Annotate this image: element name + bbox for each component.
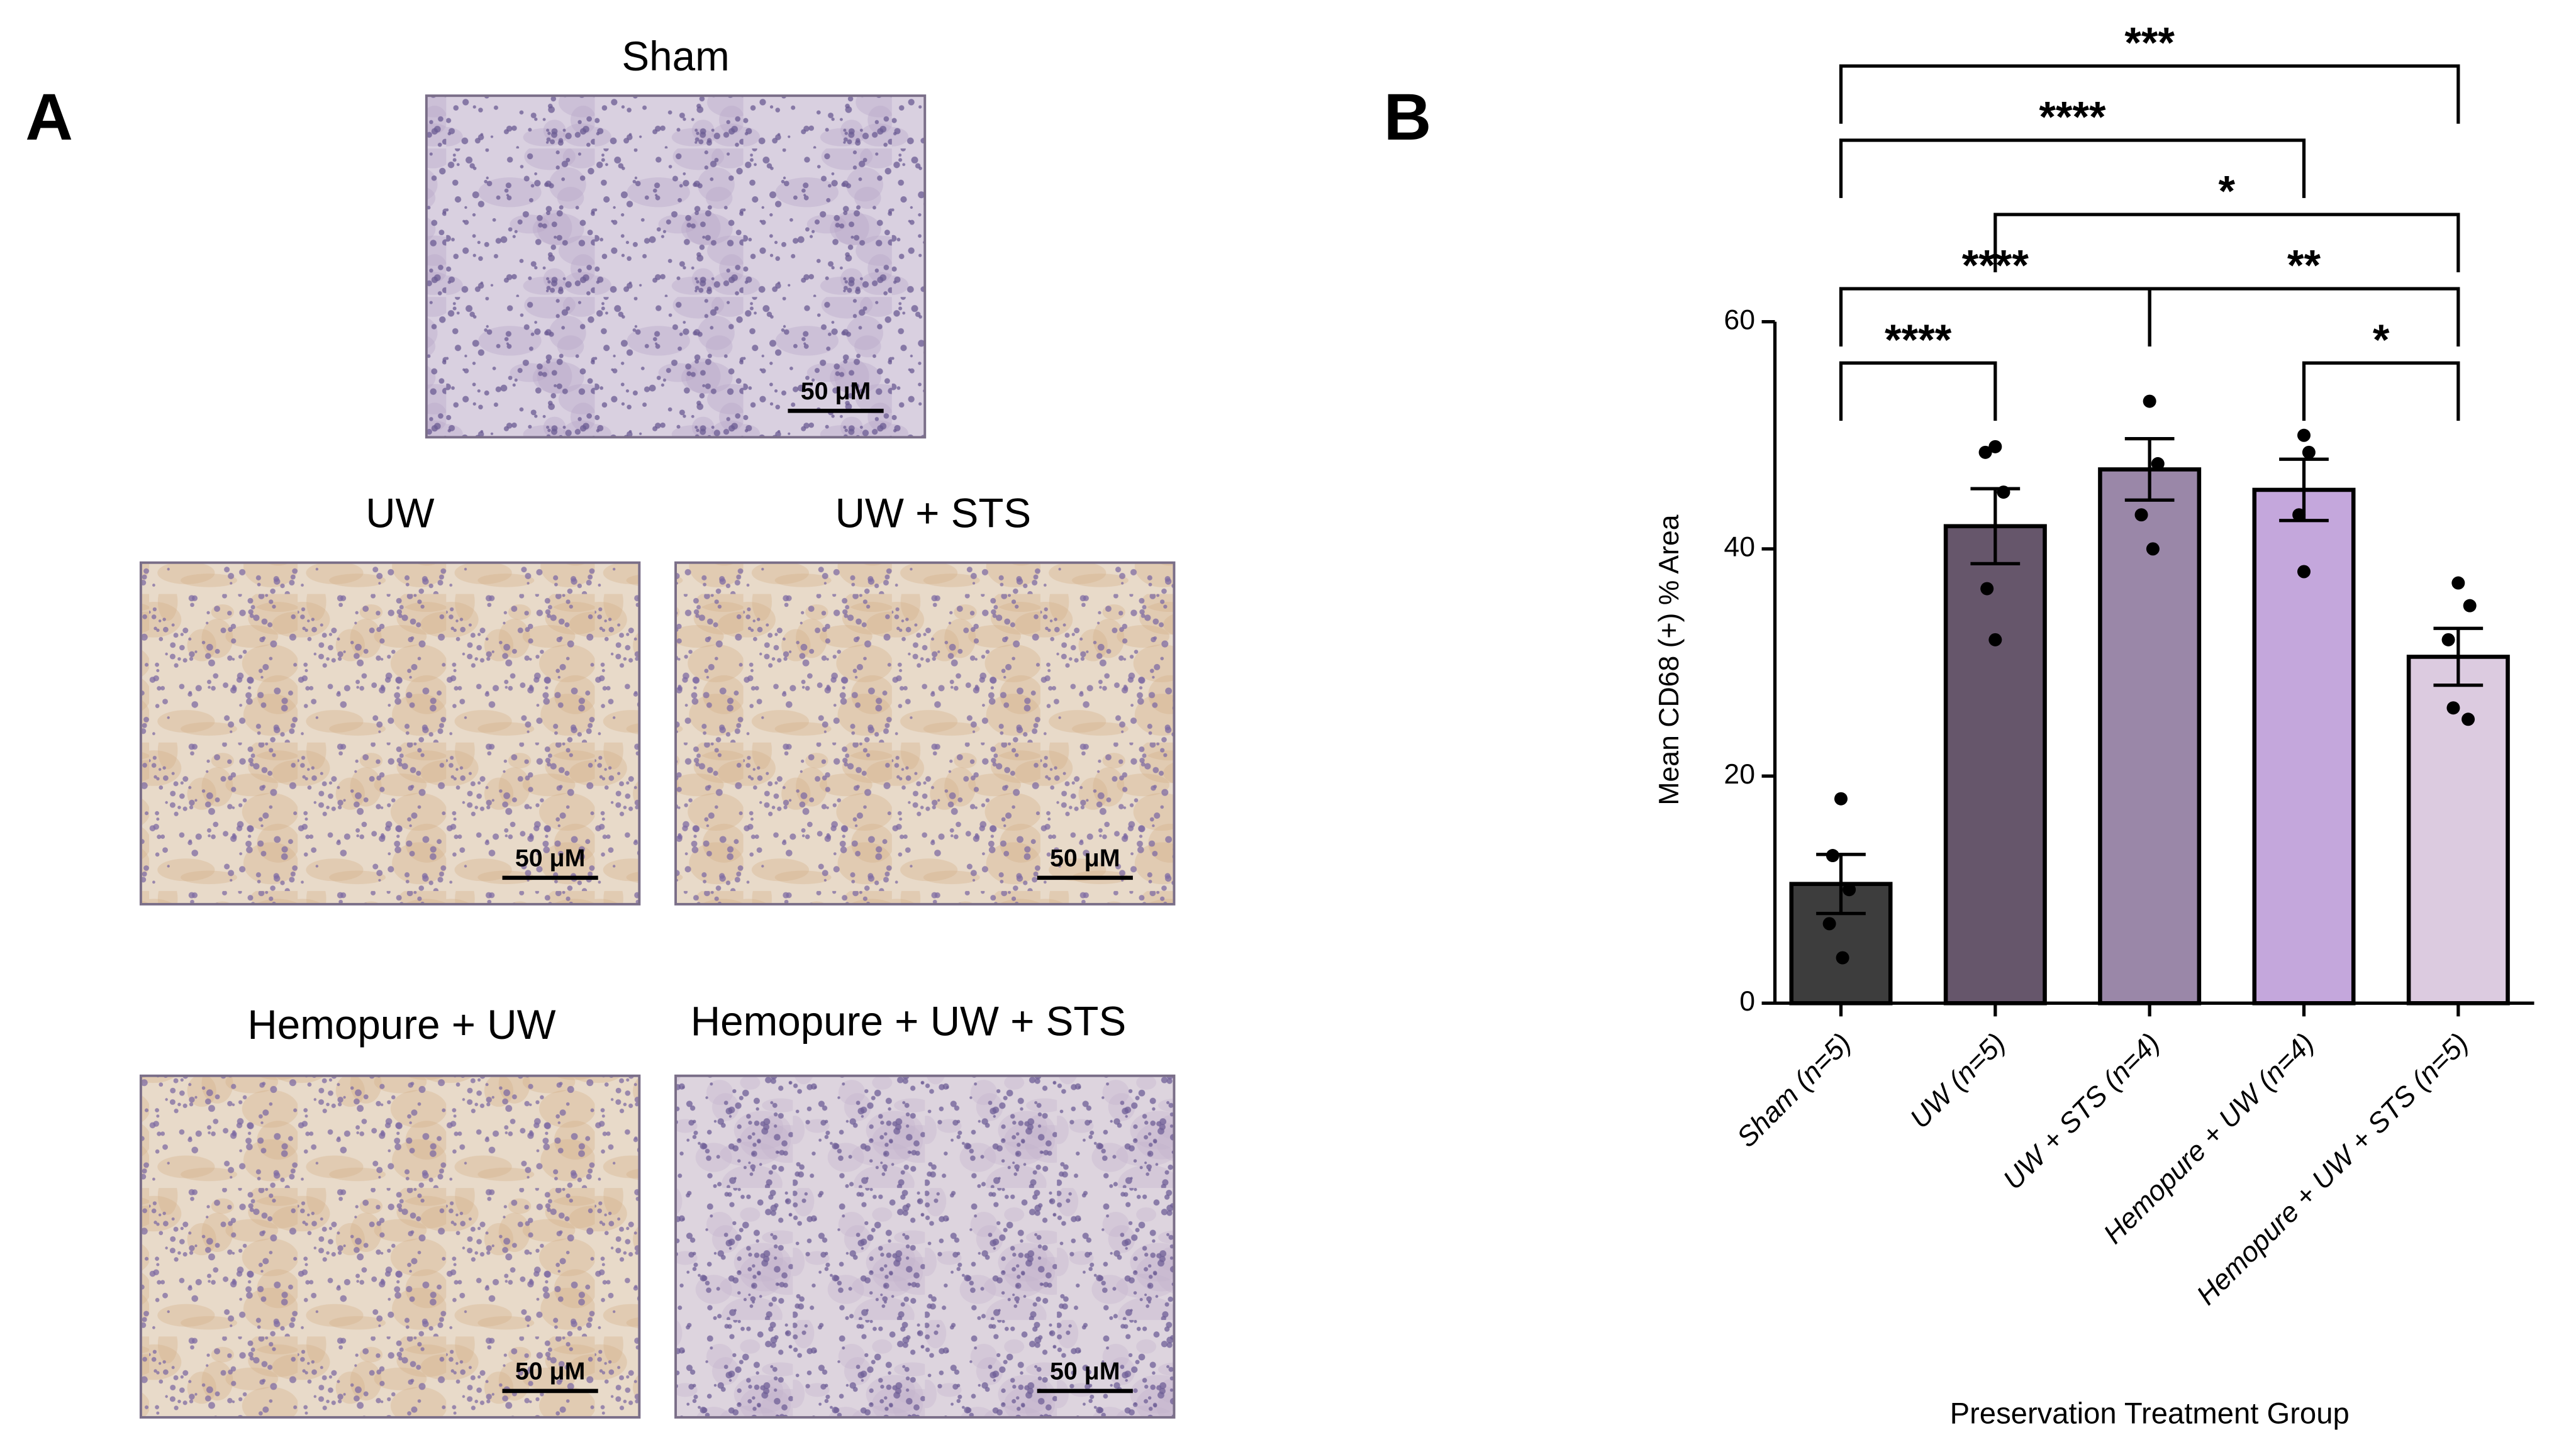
micrograph (674, 1074, 1176, 1419)
significance-label: **** (2039, 94, 2106, 141)
micrograph (674, 561, 1176, 906)
data-point (1843, 883, 1856, 897)
significance-label: **** (1962, 242, 2029, 290)
error-bar (2433, 626, 2484, 687)
panel-label: A (25, 80, 73, 154)
data-point (2297, 565, 2311, 579)
data-point (2297, 428, 2311, 442)
y-tick-label: 40 (1724, 532, 1755, 563)
data-point (2143, 394, 2156, 408)
significance-bracket (1993, 213, 2460, 272)
scale-bar-label: 50 μM (1050, 1357, 1120, 1385)
micrograph (139, 561, 641, 906)
panel-label: B (1384, 80, 1432, 154)
data-point (2451, 576, 2465, 590)
significance-label: * (2219, 168, 2236, 216)
data-point (1997, 485, 2010, 499)
error-bar (1816, 853, 1866, 916)
error-bar (2124, 437, 2175, 502)
significance-label: * (2373, 316, 2390, 364)
data-point (1988, 633, 2002, 646)
significance-bracket (1839, 64, 2460, 124)
data-point (2446, 701, 2460, 715)
data-point (2134, 508, 2148, 522)
scale-bar-label: 50 μM (801, 377, 871, 405)
significance-bracket (2148, 287, 2460, 347)
image-title: UW + STS (835, 490, 1032, 536)
x-tick-label: Sham (n=5) (1731, 1028, 1857, 1153)
x-tick-label: Hemopure + UW + STS (n=5) (2191, 1028, 2475, 1311)
significance-bracket (2302, 361, 2460, 421)
data-point (1836, 951, 1849, 965)
y-tick-label: 20 (1724, 759, 1755, 790)
data-point (2151, 457, 2165, 470)
image-title: UW (365, 490, 434, 536)
data-point (1980, 582, 1994, 596)
x-tick-label: UW (n=5) (1904, 1028, 2011, 1134)
x-tick-label: UW + STS (n=4) (1997, 1028, 2166, 1196)
y-axis-title: Mean CD68 (+) % Area (1654, 514, 1685, 805)
data-point (1988, 440, 2002, 453)
x-axis-title: Preservation Treatment Group (1950, 1397, 2350, 1431)
scale-bar-label: 50 μM (1050, 844, 1120, 872)
data-point (2292, 508, 2306, 522)
significance-label: ** (2287, 242, 2321, 290)
y-tick-label: 60 (1724, 304, 1755, 335)
data-point (1978, 445, 1992, 459)
micrograph (139, 1074, 641, 1419)
error-bar (2279, 457, 2329, 523)
data-point (1822, 917, 1836, 931)
data-point (1826, 849, 1839, 863)
micrograph (425, 94, 927, 439)
significance-label: *** (2124, 19, 2175, 67)
y-tick-label: 0 (1739, 986, 1755, 1017)
image-title: Sham (622, 33, 729, 79)
error-bar (1970, 487, 2021, 565)
scale-bar-label: 50 μM (515, 1357, 586, 1385)
scale-bar-label: 50 μM (515, 844, 586, 872)
data-point (2302, 445, 2316, 459)
significance-label: **** (1885, 316, 1952, 364)
data-point (2462, 712, 2475, 726)
significance-bracket (1839, 138, 2306, 198)
significance-bracket (1839, 361, 1997, 421)
bar (1943, 524, 2047, 1006)
data-point (2441, 633, 2455, 646)
data-point (2463, 599, 2477, 612)
image-title: Hemopure + UW + STS (691, 999, 1126, 1045)
image-title: Hemopure + UW (247, 1002, 555, 1048)
data-point (2146, 542, 2160, 556)
data-point (1834, 792, 1848, 806)
